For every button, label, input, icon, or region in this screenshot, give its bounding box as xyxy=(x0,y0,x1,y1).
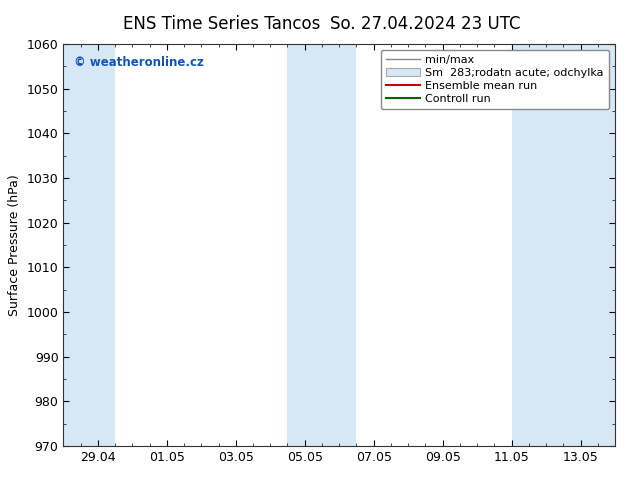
Text: © weatheronline.cz: © weatheronline.cz xyxy=(74,56,204,69)
Legend: min/max, Sm  283;rodatn acute; odchylka, Ensemble mean run, Controll run: min/max, Sm 283;rodatn acute; odchylka, … xyxy=(381,49,609,109)
Bar xyxy=(512,44,615,446)
Text: ENS Time Series Tancos: ENS Time Series Tancos xyxy=(123,15,321,33)
Bar xyxy=(287,44,356,446)
Bar xyxy=(63,44,115,446)
Y-axis label: Surface Pressure (hPa): Surface Pressure (hPa) xyxy=(8,174,21,316)
Text: So. 27.04.2024 23 UTC: So. 27.04.2024 23 UTC xyxy=(330,15,520,33)
